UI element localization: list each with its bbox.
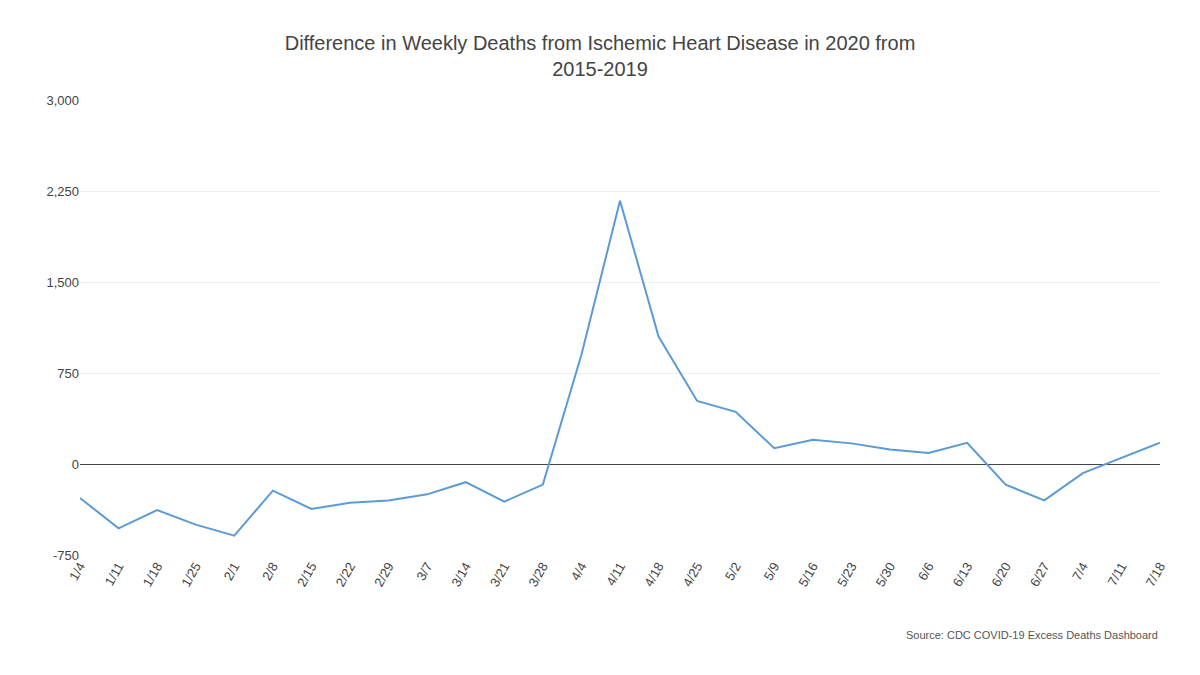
svg-text:6/20: 6/20 (988, 560, 1014, 589)
svg-text:-750: -750 (53, 548, 79, 563)
svg-text:7/4: 7/4 (1069, 560, 1091, 583)
svg-text:4/4: 4/4 (568, 560, 590, 583)
svg-text:2/15: 2/15 (294, 560, 320, 589)
svg-text:6/6: 6/6 (915, 560, 937, 583)
svg-text:3/28: 3/28 (525, 560, 551, 589)
svg-text:3,000: 3,000 (46, 93, 79, 108)
svg-text:6/13: 6/13 (950, 560, 976, 589)
svg-text:2/29: 2/29 (371, 560, 397, 589)
svg-text:5/30: 5/30 (873, 560, 899, 589)
svg-text:3/7: 3/7 (413, 560, 435, 583)
svg-text:5/9: 5/9 (760, 560, 782, 583)
svg-text:0: 0 (72, 457, 79, 472)
svg-text:2,250: 2,250 (46, 184, 79, 199)
svg-text:1/25: 1/25 (178, 560, 204, 589)
svg-text:4/18: 4/18 (641, 560, 667, 589)
svg-text:2/22: 2/22 (333, 560, 359, 589)
svg-text:4/25: 4/25 (680, 560, 706, 589)
svg-text:1/4: 1/4 (66, 560, 88, 583)
svg-text:1/18: 1/18 (140, 560, 166, 589)
svg-text:4/11: 4/11 (603, 560, 628, 589)
svg-text:Difference in Weekly Deaths fr: Difference in Weekly Deaths from Ischemi… (285, 32, 916, 80)
svg-text:1,500: 1,500 (46, 275, 79, 290)
svg-text:7/18: 7/18 (1143, 560, 1169, 589)
svg-text:2/1: 2/1 (220, 560, 242, 583)
svg-text:1/11: 1/11 (102, 560, 127, 589)
svg-text:3/14: 3/14 (448, 560, 474, 589)
svg-text:5/23: 5/23 (834, 560, 860, 589)
svg-text:3/21: 3/21 (487, 560, 513, 589)
svg-text:5/16: 5/16 (795, 560, 821, 589)
svg-text:Source: CDC COVID-19 Excess De: Source: CDC COVID-19 Excess Deaths Dashb… (906, 629, 1158, 641)
svg-text:6/27: 6/27 (1027, 560, 1053, 589)
svg-text:5/2: 5/2 (722, 560, 744, 583)
svg-text:750: 750 (57, 366, 79, 381)
svg-text:7/11: 7/11 (1104, 560, 1129, 589)
svg-text:2/8: 2/8 (259, 560, 281, 583)
